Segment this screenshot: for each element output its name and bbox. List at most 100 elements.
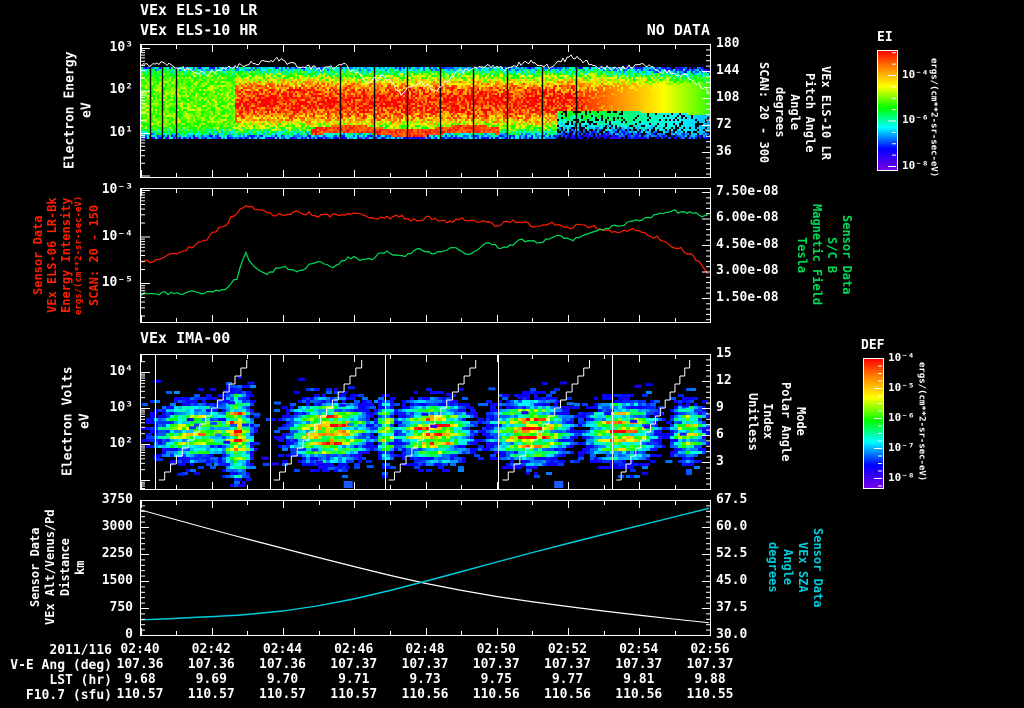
p1-right-label-instrument: VEx ELS-10 LR	[819, 65, 833, 160]
tick-label: 30.0	[716, 626, 748, 642]
row-value: 107.37	[330, 656, 378, 672]
def-colorbar	[863, 358, 884, 489]
p1-yaxis-unit: eV	[79, 102, 95, 119]
def-colorbar-title: DEF	[861, 338, 885, 353]
row-value: 9.69	[195, 671, 227, 687]
row-label-ve-ang: V-E Ang (deg)	[10, 658, 112, 673]
p3-right-label-unitless: Unitless	[746, 392, 760, 451]
row-value: 110.55	[686, 686, 734, 702]
time-tick-label: 02:52	[547, 641, 588, 657]
p2-left-label-sensor-data: Sensor Data	[31, 215, 45, 295]
panel1-title-line2: VEx ELS-10 HR	[140, 21, 258, 39]
tick-label: 10⁻³	[101, 181, 133, 197]
row-value: 110.57	[259, 686, 306, 702]
row-value: 110.56	[544, 686, 591, 702]
row-value: 9.68	[124, 671, 156, 687]
p2-right-label-magnetic-field: Magnetic Field	[810, 204, 824, 306]
row-value: 107.37	[615, 656, 663, 672]
tick-label: 4.50e-08	[716, 236, 779, 252]
date-label: 2011/116	[49, 643, 112, 658]
p2-left-label-scan: SCAN: 20 - 150	[87, 204, 101, 306]
tick-label: 3	[716, 453, 724, 469]
tick-label: 60.0	[716, 518, 748, 534]
tick-label: 2250	[101, 545, 133, 561]
tick-label: 72	[716, 116, 732, 132]
row-value: 110.57	[116, 686, 164, 702]
tick-label: 3750	[101, 491, 133, 507]
row-value: 110.56	[401, 686, 449, 702]
tick-label: 67.5	[716, 491, 748, 507]
tick-label: 10²	[109, 81, 133, 97]
tick-label: 108	[716, 89, 740, 105]
colorbar-tick-label: 10⁻⁶	[888, 411, 915, 425]
time-tick-label: 02:48	[405, 641, 445, 657]
row-label-f107: F10.7 (sfu)	[25, 688, 112, 703]
tick-label: 37.5	[716, 599, 748, 615]
p1-right-label-angle: Angle	[788, 94, 802, 131]
intensity-magfield-canvas	[140, 188, 711, 323]
p2-left-label-unit: ergs/(cm**2-sr-sec-eV)	[74, 195, 84, 315]
row-value: 9.88	[694, 671, 726, 687]
colorbar-tick-label: 10⁻⁸	[888, 471, 915, 485]
p3-right-label-mode: Mode	[794, 407, 808, 436]
tick-label: 180	[716, 35, 740, 51]
row-value: 9.73	[409, 671, 441, 687]
p3-right-label-polar-angle: Polar Angle	[779, 381, 793, 462]
p2-left-label-instrument: VEx ELS-06 LR-Bk	[45, 197, 59, 313]
row-value: 107.37	[472, 656, 520, 672]
p1-right-label-degrees: degrees	[773, 87, 787, 138]
p4-right-label-sensor-data: Sensor Data	[811, 527, 825, 608]
time-tick-label: 02:44	[262, 641, 303, 657]
tick-label: 10³	[109, 399, 133, 415]
time-tick-label: 02:54	[619, 641, 659, 657]
row-value: 110.57	[330, 686, 378, 702]
row-value: 107.37	[686, 656, 734, 672]
tick-label: 15	[716, 345, 732, 361]
row-value: 110.57	[187, 686, 235, 702]
tick-label: 7.50e-08	[716, 183, 779, 199]
tick-label: 144	[716, 62, 740, 78]
tick-label: 10³	[109, 39, 133, 55]
time-tick-label: 02:40	[120, 641, 160, 657]
p2-right-label-sensor-data: Sensor Data	[840, 215, 854, 295]
p4-right-label-degrees: degrees	[766, 542, 780, 593]
p4-right-label-sza: VEx SZA	[796, 542, 810, 593]
ei-colorbar	[877, 50, 898, 171]
row-value: 107.37	[544, 656, 591, 672]
tick-label: 9	[716, 399, 724, 415]
colorbar-tick-label: 10⁻⁴	[902, 68, 929, 82]
ima-spectrogram-canvas	[140, 354, 711, 490]
tick-label: 36	[716, 143, 732, 159]
row-value: 107.36	[259, 656, 306, 672]
tick-label: 3000	[101, 518, 133, 534]
colorbar-tick-label: 10⁻⁴	[888, 351, 915, 365]
p3-right-label-index: Index	[761, 403, 775, 440]
tick-label: 10⁻⁵	[101, 274, 133, 290]
ei-colorbar-title: EI	[877, 30, 893, 45]
colorbar-tick-label: 10⁻⁷	[888, 441, 915, 455]
tick-label: 1500	[101, 572, 133, 588]
tick-label: 52.5	[716, 545, 748, 561]
tick-label: 10⁻⁴	[101, 228, 133, 244]
row-value: 9.81	[623, 671, 655, 687]
row-value: 110.56	[615, 686, 663, 702]
panel3-title: VEx IMA-00	[140, 329, 231, 347]
time-tick-label: 02:56	[690, 641, 730, 657]
tick-label: 0	[125, 626, 133, 642]
no-data-label: NO DATA	[646, 21, 710, 39]
p1-yaxis-label: Electron Energy	[62, 51, 78, 170]
time-tick-label: 02:50	[476, 641, 516, 657]
p2-left-label-energy-intensity: Energy Intensity	[59, 197, 73, 313]
row-value: 110.56	[472, 686, 520, 702]
els-spectrogram-canvas	[140, 44, 711, 178]
row-label-lst: LST (hr)	[49, 673, 112, 688]
colorbar-tick-label: 10⁻⁵	[888, 381, 915, 395]
tick-label: 1.50e-08	[716, 289, 779, 305]
tick-label: 10²	[109, 435, 133, 451]
p2-right-label-scb: S/C B	[825, 236, 839, 274]
row-value: 9.77	[551, 671, 584, 687]
row-value: 9.71	[338, 671, 370, 687]
row-value: 9.75	[480, 671, 512, 687]
tick-label: 45.0	[716, 572, 748, 588]
